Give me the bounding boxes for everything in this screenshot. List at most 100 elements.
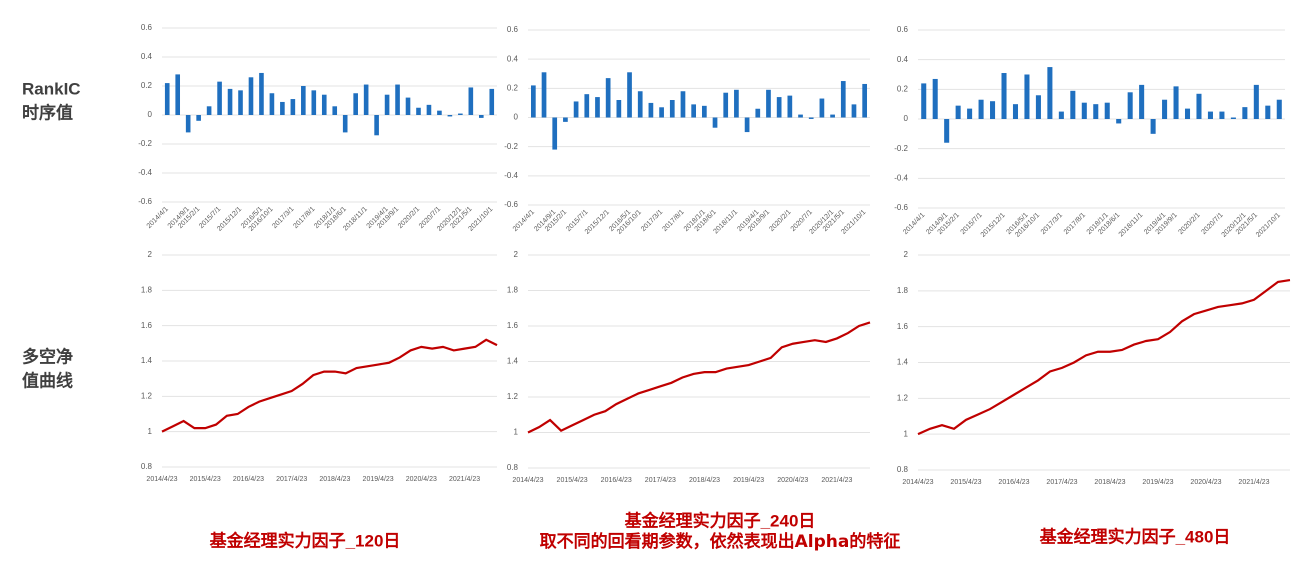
y-tick-label: 1.8 xyxy=(141,285,153,294)
x-tick-label: 2018/4/23 xyxy=(1094,479,1125,486)
bar xyxy=(1116,119,1122,124)
bar xyxy=(1035,95,1041,119)
y-tick-label: 1.8 xyxy=(507,286,519,295)
x-tick-label: 2019/4/23 xyxy=(733,477,764,484)
y-tick-label: -0.2 xyxy=(504,142,518,151)
bar xyxy=(353,93,358,115)
y-tick-label: 0.6 xyxy=(507,25,519,34)
bar xyxy=(321,94,327,115)
bar xyxy=(563,117,568,122)
y-tick-label: -0.4 xyxy=(138,168,152,177)
bar xyxy=(851,104,857,118)
line xyxy=(161,338,498,433)
bar xyxy=(819,98,825,118)
bar xyxy=(680,91,686,118)
y-tick-label: 1.4 xyxy=(507,357,519,366)
bar xyxy=(787,95,793,118)
x-tick-label: 2014/4/1 xyxy=(902,212,926,236)
bar xyxy=(1265,105,1271,119)
y-tick-label: -0.4 xyxy=(894,173,908,182)
bar xyxy=(776,97,782,118)
y-tick-label: 2 xyxy=(148,250,153,259)
bar xyxy=(691,104,697,118)
x-tick-label: 2017/4/23 xyxy=(1046,479,1077,486)
bar xyxy=(206,106,212,115)
line xyxy=(917,278,1291,436)
x-tick-label: 2021/4/23 xyxy=(1238,479,1269,486)
x-tick-label: 2016/4/23 xyxy=(233,476,264,483)
x-tick-label: 2017/3/1 xyxy=(271,206,295,230)
bar xyxy=(755,108,761,118)
bar xyxy=(595,97,600,118)
bar xyxy=(248,77,254,115)
y-tick-label: 0.8 xyxy=(897,465,909,474)
bar xyxy=(1219,111,1225,119)
y-tick-label: 0 xyxy=(148,110,153,119)
bar xyxy=(1104,102,1110,119)
bar xyxy=(734,89,739,118)
bar xyxy=(723,92,729,118)
bar xyxy=(458,113,463,115)
y-tick-label: 1 xyxy=(514,428,519,437)
y-tick-label: -0.2 xyxy=(894,144,908,153)
bar xyxy=(830,114,835,118)
bar xyxy=(637,91,643,118)
row-label: 多空净 xyxy=(22,346,73,366)
bar xyxy=(416,107,421,115)
bar xyxy=(1012,104,1019,119)
y-tick-label: 1.6 xyxy=(141,321,153,330)
y-tick-label: -0.4 xyxy=(504,171,518,180)
y-tick-label: 1.2 xyxy=(507,392,519,401)
x-tick-label: 2017/8/1 xyxy=(1063,212,1087,236)
bar xyxy=(227,88,233,115)
bar xyxy=(468,87,474,115)
bar xyxy=(766,89,771,118)
x-tick-label: 2014/4/23 xyxy=(902,479,933,486)
bar xyxy=(332,106,338,115)
row-label: 时序值 xyxy=(22,102,73,122)
x-tick-label: 2015/4/23 xyxy=(950,479,981,486)
bar xyxy=(1150,119,1156,134)
y-tick-label: 0.2 xyxy=(897,84,909,93)
bar xyxy=(944,119,950,143)
x-tick-label: 2016/4/23 xyxy=(998,479,1029,486)
bar xyxy=(437,110,442,115)
x-tick-label: 2020/2/1 xyxy=(397,206,421,230)
bar xyxy=(1081,102,1087,119)
x-tick-label: 2020/2/1 xyxy=(1177,212,1201,236)
bar xyxy=(489,88,495,115)
bar xyxy=(259,72,264,115)
bar xyxy=(405,97,411,115)
x-tick-label: 2018/11/1 xyxy=(1118,212,1145,239)
bar xyxy=(1207,111,1213,119)
bar xyxy=(374,115,379,136)
caption: 基金经理实力因子_480日 xyxy=(1039,526,1231,546)
bar xyxy=(541,72,547,118)
y-tick-label: 1.4 xyxy=(897,358,909,367)
y-tick-label: 2 xyxy=(904,250,909,259)
bar xyxy=(862,83,868,118)
bar xyxy=(967,108,973,119)
bar xyxy=(290,99,296,115)
y-tick-label: -0.2 xyxy=(138,139,152,148)
y-tick-label: 0.8 xyxy=(507,463,519,472)
y-tick-label: -0.6 xyxy=(504,200,518,209)
bar xyxy=(478,115,484,118)
x-tick-label: 2018/4/23 xyxy=(319,476,350,483)
x-tick-label: 2015/4/23 xyxy=(190,476,221,483)
bar xyxy=(217,81,222,115)
y-tick-label: 0.6 xyxy=(141,23,153,32)
bar xyxy=(712,117,718,128)
bar xyxy=(932,78,938,119)
bar xyxy=(744,117,750,133)
bar xyxy=(1093,104,1099,119)
x-tick-label: 2017/8/1 xyxy=(292,206,316,230)
bar xyxy=(238,90,243,115)
bar xyxy=(164,83,170,115)
y-tick-label: 0 xyxy=(514,113,519,122)
y-tick-label: 1.2 xyxy=(141,391,153,400)
note: 取不同的回看期参数，依然表现出Alpha的特征 xyxy=(539,532,901,552)
bar xyxy=(978,99,984,119)
x-tick-label: 2017/4/23 xyxy=(645,477,676,484)
